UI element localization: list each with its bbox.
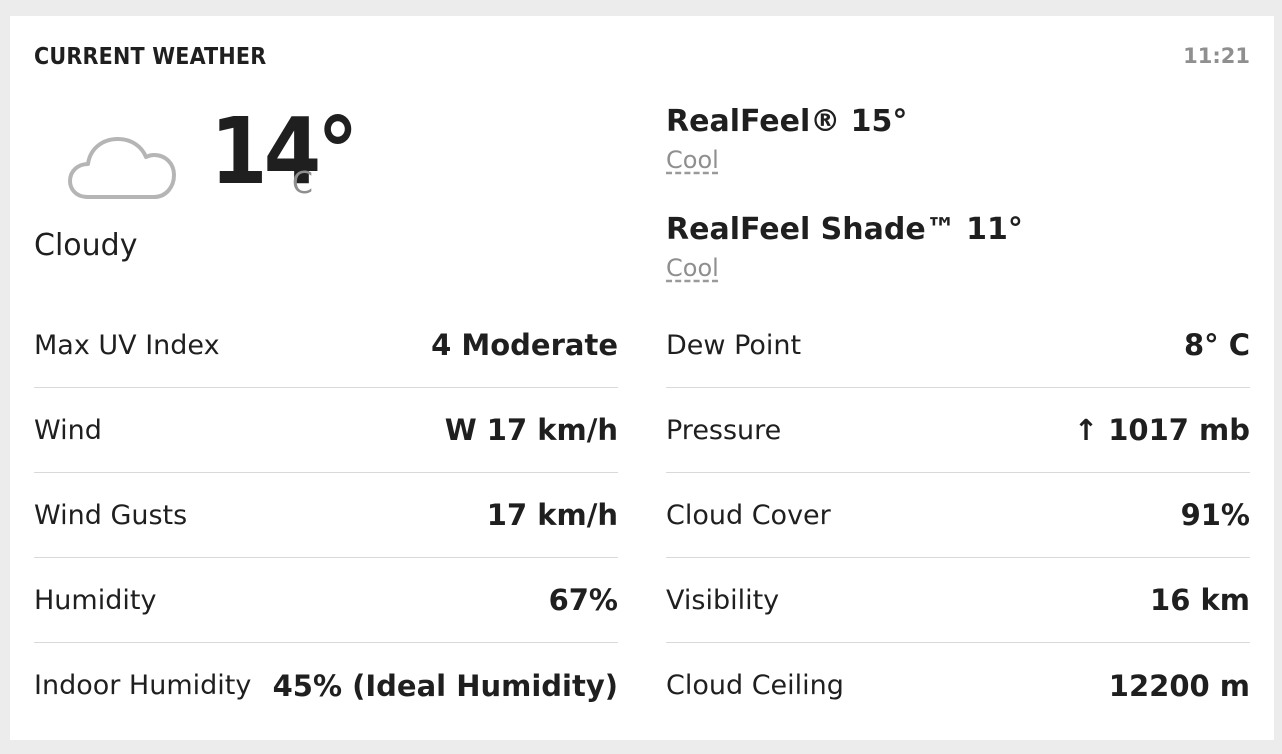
detail-value: 17 km/h <box>486 498 618 532</box>
detail-row-wind: Wind W 17 km/h <box>34 388 618 473</box>
detail-row-cloud-ceiling: Cloud Ceiling 12200 m <box>666 643 1250 728</box>
detail-label: Visibility <box>666 584 780 616</box>
detail-label: Max UV Index <box>34 329 220 361</box>
detail-label: Cloud Ceiling <box>666 670 844 701</box>
temperature-unit: C <box>292 166 313 201</box>
detail-value: W 17 km/h <box>444 413 618 447</box>
detail-label: Cloud Cover <box>666 499 831 531</box>
detail-row-humidity: Humidity 67% <box>34 558 618 643</box>
cloud-icon <box>68 137 176 199</box>
detail-value: 8° C <box>1183 328 1250 362</box>
detail-value: 12200 m <box>1108 668 1250 703</box>
detail-row-wind-gusts: Wind Gusts 17 km/h <box>34 473 618 558</box>
detail-value: 4 Moderate <box>431 328 618 362</box>
temperature-value: 14° <box>210 98 359 205</box>
detail-label: Wind <box>34 414 102 446</box>
detail-row-dew-point: Dew Point 8° C <box>666 303 1250 388</box>
details-left-column: Max UV Index 4 Moderate Wind W 17 km/h W… <box>34 303 618 728</box>
current-weather-card: CURRENT WEATHER 11:21 14° C Cloudy RealF… <box>10 16 1274 740</box>
detail-label: Indoor Humidity <box>34 670 252 701</box>
detail-row-visibility: Visibility 16 km <box>666 558 1250 643</box>
detail-label: Dew Point <box>666 329 802 361</box>
realfeel-shade-label: RealFeel Shade™ 11° <box>666 212 1023 247</box>
detail-value: 45% (Ideal Humidity) <box>272 668 618 703</box>
detail-row-uv-index: Max UV Index 4 Moderate <box>34 303 618 388</box>
detail-value: 67% <box>548 583 618 617</box>
detail-row-pressure: Pressure ↑ 1017 mb <box>666 388 1250 473</box>
detail-label: Humidity <box>34 584 157 616</box>
realfeel-phrase[interactable]: Cool <box>666 146 719 174</box>
detail-row-cloud-cover: Cloud Cover 91% <box>666 473 1250 558</box>
detail-value: 16 km <box>1150 583 1250 617</box>
detail-label: Wind Gusts <box>34 499 188 531</box>
realfeel-label: RealFeel® 15° <box>666 104 908 139</box>
card-title: CURRENT WEATHER <box>34 44 267 70</box>
detail-value: 91% <box>1180 498 1250 532</box>
detail-label: Pressure <box>666 414 782 446</box>
weather-phrase: Cloudy <box>34 228 138 263</box>
realfeel-shade-phrase[interactable]: Cool <box>666 254 719 282</box>
details-right-column: Dew Point 8° C Pressure ↑ 1017 mb Cloud … <box>666 303 1250 728</box>
observation-time: 11:21 <box>1183 44 1250 68</box>
detail-value: ↑ 1017 mb <box>1073 413 1250 447</box>
detail-row-indoor-humidity: Indoor Humidity 45% (Ideal Humidity) <box>34 643 618 728</box>
